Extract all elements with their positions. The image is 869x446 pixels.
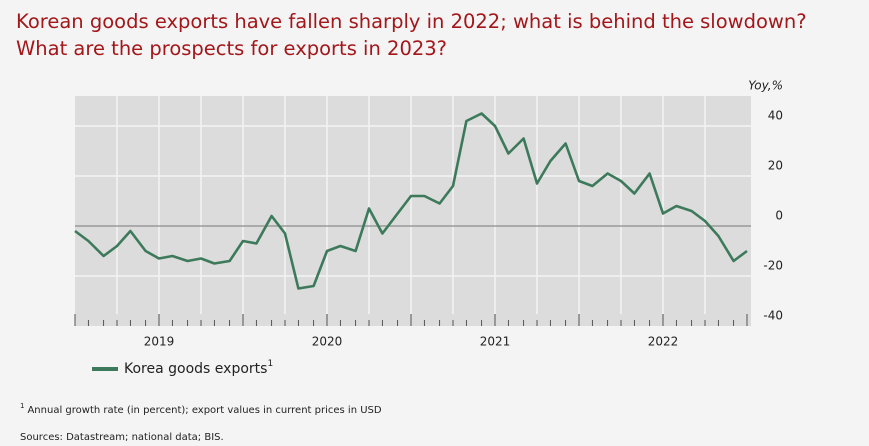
legend-label: Korea goods exports1: [124, 359, 273, 378]
chart-title: What are the prospects for exports in 20…: [16, 37, 447, 60]
footnote-marker: 1: [20, 402, 24, 410]
y-tick-label: -20: [763, 259, 783, 273]
x-tick-label: 2021: [480, 335, 511, 349]
plot-background: [75, 96, 751, 326]
x-tick-label: 2022: [648, 335, 679, 349]
y-tick-label: 40: [768, 109, 783, 123]
footnote: 1 Annual growth rate (in percent); export…: [20, 402, 382, 416]
legend-text: Korea goods exports: [124, 361, 267, 377]
series-line: [74, 112, 748, 290]
y-axis-label: Yoy,%: [748, 79, 783, 93]
y-tick-label: -40: [763, 309, 783, 323]
footnote-text: Annual growth rate (in percent); export …: [27, 405, 381, 416]
y-tick-label: 20: [768, 159, 783, 173]
legend-note: 1: [267, 359, 273, 369]
x-tick-label: 2020: [312, 335, 343, 349]
chart-title: Korean goods exports have fallen sharply…: [16, 10, 807, 33]
source: Sources: Datastream; national data; BIS.: [20, 432, 224, 443]
y-tick-label: 0: [775, 209, 783, 223]
x-tick-label: 2019: [144, 335, 175, 349]
